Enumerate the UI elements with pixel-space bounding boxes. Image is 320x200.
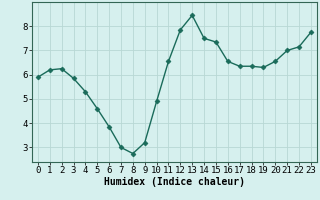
- X-axis label: Humidex (Indice chaleur): Humidex (Indice chaleur): [104, 177, 245, 187]
